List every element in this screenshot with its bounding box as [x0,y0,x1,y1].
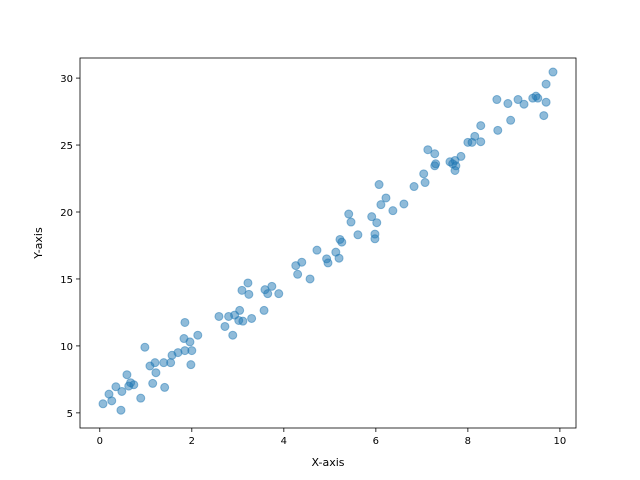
scatter-point [136,393,146,403]
x-tick-label: 0 [97,436,103,447]
scatter-point [456,151,466,161]
scatter-point [367,212,377,222]
scatter-point [353,230,363,240]
x-tick-label: 8 [465,436,471,447]
scatter-point [409,182,419,192]
scatter-point [237,285,247,295]
scatter-point [187,346,197,356]
scatter-point [193,330,203,340]
scatter-point [381,193,391,203]
y-tick-label: 25 [60,141,73,152]
scatter-point [122,370,132,380]
scatter-point [541,97,551,107]
scatter-point [370,229,380,239]
scatter-point [344,209,354,219]
scatter-point [506,115,516,125]
scatter-point [243,278,253,288]
scatter-point [150,358,160,368]
y-tick-label: 30 [60,74,73,85]
scatter-point [220,321,230,331]
axes-frame [79,57,577,429]
scatter-point [129,380,139,390]
scatter-point [503,99,513,109]
y-tick-label: 15 [60,275,73,286]
scatter-point [263,289,273,299]
scatter-point [419,169,429,179]
x-tick-label: 6 [373,436,379,447]
scatter-point [186,360,196,370]
scatter-point [337,237,347,247]
y-axis-label: Y-axis [32,227,45,260]
scatter-point [151,368,161,378]
y-tick-label: 10 [60,342,73,353]
scatter-point [160,382,170,392]
scatter-point [492,95,502,105]
x-tick-label: 2 [189,436,195,447]
scatter-point [541,79,551,89]
scatter-point [476,137,486,147]
scatter-point [470,131,480,141]
scatter-point [116,405,126,415]
scatter-point [293,269,303,279]
scatter-point [117,386,127,396]
scatter-point [533,93,543,103]
scatter-point [107,396,117,406]
x-tick-label: 4 [281,436,287,447]
scatter-point [399,199,409,209]
scatter-point [334,253,344,263]
scatter-point [346,217,356,227]
scatter-point [372,218,382,228]
scatter-point [539,111,549,121]
scatter-point [148,378,158,388]
scatter-point [388,206,398,216]
scatter-point [548,67,558,77]
scatter-point [214,311,224,321]
scatter-point [111,382,121,392]
y-tick-label: 5 [67,409,73,420]
scatter-point [451,161,461,171]
scatter-point [228,330,238,340]
scatter-point [430,149,440,159]
x-axis-label: X-axis [312,456,345,469]
scatter-point [312,245,322,255]
scatter-point [235,305,245,315]
scatter-point [476,121,486,131]
scatter-point [493,125,503,135]
scatter-point [420,178,430,188]
scatter-point [297,257,307,267]
scatter-point [98,399,108,409]
scatter-point [180,317,190,327]
scatter-point [259,305,269,315]
scatter-point [274,289,284,299]
y-tick-label: 20 [60,208,73,219]
scatter-point [323,258,333,268]
scatter-point [519,99,529,109]
scatter-point [423,145,433,155]
scatter-point [244,289,254,299]
scatter-point [305,274,315,284]
scatter-point [140,342,150,352]
scatter-point [374,180,384,190]
scatter-point [513,95,523,105]
scatter-point [166,358,176,368]
scatter-point [267,281,277,291]
scatter-point [247,313,257,323]
scatter-point [185,337,195,347]
scatter-point [431,159,441,169]
scatter-point [238,316,248,326]
scatter-point [376,200,386,210]
x-tick-label: 10 [554,436,567,447]
